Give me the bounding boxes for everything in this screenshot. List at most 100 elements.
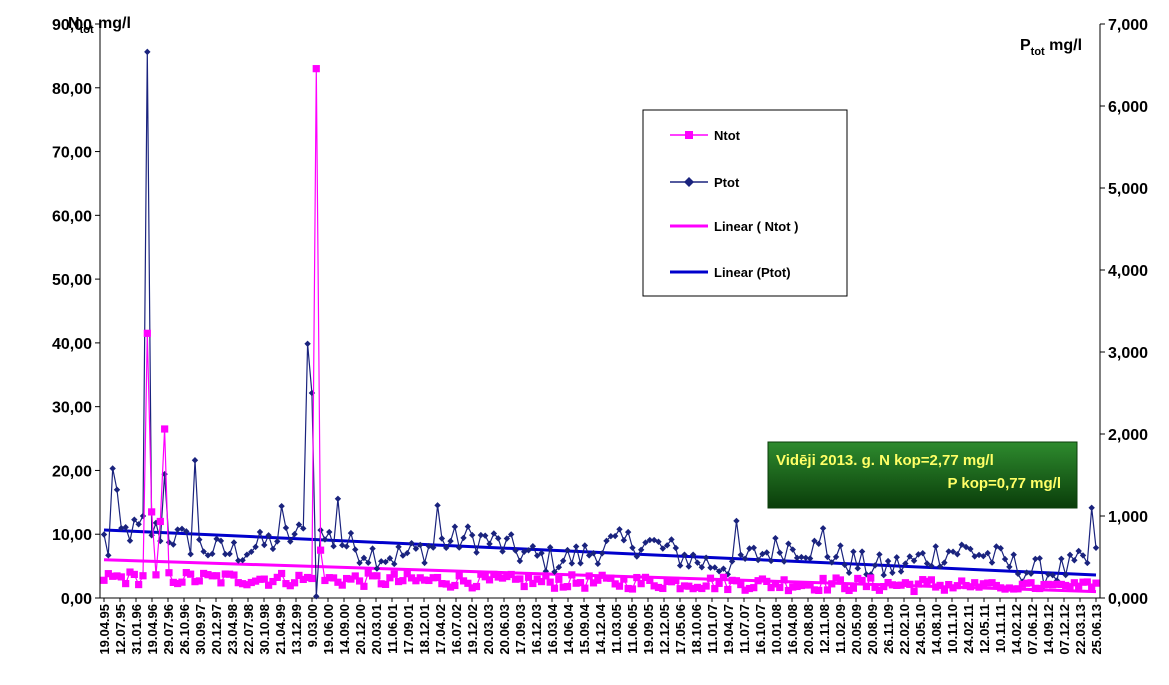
ntot-point xyxy=(156,517,164,526)
left-tick-label: 40,00 xyxy=(52,336,92,353)
ntot-point xyxy=(997,584,1005,592)
ptot-point xyxy=(451,523,459,530)
right-tick-label: 1,000 xyxy=(1108,509,1148,526)
ptot-point xyxy=(347,529,355,537)
ptot-point xyxy=(737,551,744,559)
ntot-point xyxy=(481,573,489,581)
ntot-point xyxy=(672,576,680,585)
x-tick-label: 20.08.08 xyxy=(801,604,816,655)
ntot-point xyxy=(949,584,957,592)
left-tick-label: 90,00 xyxy=(52,17,92,34)
ntot-point xyxy=(472,582,481,591)
right-axis-ticks: 0,000 1,000 2,000 3,000 4,000 5,000 6,000 7,000 xyxy=(1100,17,1148,608)
ptot-point xyxy=(187,550,194,558)
ptot-point xyxy=(139,512,147,520)
ntot-point xyxy=(1001,585,1009,593)
x-axis-ticks: 19.04.95 12.07.95 31.01.96 19.04.96 29.07.96… xyxy=(97,598,1104,655)
ntot-line xyxy=(103,68,1097,593)
ptot-point xyxy=(759,550,766,558)
ntot-point xyxy=(122,580,130,588)
ntot-point xyxy=(455,572,463,580)
ntot-point xyxy=(260,575,268,583)
left-axis-title: Ntot mg/l xyxy=(68,15,131,36)
ntot-point xyxy=(979,580,987,588)
ntot-point xyxy=(113,572,121,580)
ptot-point xyxy=(230,539,238,546)
ptot-point xyxy=(789,546,796,553)
ptot-point xyxy=(144,48,151,56)
right-axis-title: Ptot mg/l xyxy=(1020,37,1082,58)
ptot-point xyxy=(685,563,693,570)
ptot-point xyxy=(382,558,389,566)
ntot-point xyxy=(399,577,407,585)
ptot-point xyxy=(824,553,831,561)
ntot-point xyxy=(958,577,966,585)
ptot-point xyxy=(321,536,329,543)
ntot-point xyxy=(412,577,420,585)
ptot-point xyxy=(906,553,913,560)
ntot-point xyxy=(226,570,234,578)
ptot-point xyxy=(876,551,883,558)
ptot-point xyxy=(287,538,294,545)
ntot-point xyxy=(763,577,771,585)
ntot-point xyxy=(1031,584,1039,592)
ptot-point xyxy=(421,559,428,567)
x-tick-label: 20.08.09 xyxy=(865,604,880,655)
ptot-point xyxy=(404,549,411,557)
x-tick-label: 30.10.98 xyxy=(257,604,272,655)
ntot-point xyxy=(165,569,173,577)
ptot-point xyxy=(620,537,628,544)
ntot-point xyxy=(654,583,663,592)
ptot-point xyxy=(980,552,987,560)
ptot-point xyxy=(663,542,671,549)
ptot-point xyxy=(248,548,255,556)
ptot-point xyxy=(1053,577,1061,584)
ptot-point xyxy=(841,561,848,569)
ptot-point xyxy=(308,389,316,397)
ptot-point xyxy=(997,545,1004,552)
ptot-point xyxy=(395,543,402,551)
ptot-point xyxy=(806,555,814,562)
ptot-point xyxy=(984,549,991,557)
ntot-point xyxy=(1036,584,1044,593)
ntot-point xyxy=(615,582,624,590)
left-axis-ticks: 0,00 10,00 20,00 30,00 40,00 50,00 60,00 70,00 8… xyxy=(52,17,100,608)
legend-label: Ntot xyxy=(714,128,741,143)
ptot-point xyxy=(871,562,879,569)
ptot-point xyxy=(676,562,684,569)
ntot-point xyxy=(823,586,832,594)
ptot-point xyxy=(828,559,835,566)
ptot-point xyxy=(1066,551,1074,559)
ptot-point xyxy=(443,544,450,552)
ptot-point xyxy=(438,535,446,542)
ptot-point xyxy=(1062,571,1069,579)
ntot-point xyxy=(373,572,381,580)
ntot-point xyxy=(732,577,741,585)
x-tick-label: 11.06.05 xyxy=(625,604,640,654)
ntot-point xyxy=(468,584,476,592)
ntot-point xyxy=(919,576,927,584)
x-tick-label: 22.03.13 xyxy=(1073,604,1088,655)
ntot-point xyxy=(213,572,221,580)
ntot-point xyxy=(741,586,749,594)
ntot-point xyxy=(325,574,333,582)
ntot-point xyxy=(875,586,884,594)
ptot-point xyxy=(499,548,506,555)
ptot-point xyxy=(988,559,996,566)
left-tick-label: 10,00 xyxy=(52,527,92,544)
ntot-point xyxy=(1057,580,1065,589)
legend-box xyxy=(642,109,848,297)
ptot-point xyxy=(815,540,822,547)
ntot-point xyxy=(706,574,715,582)
ntot-point xyxy=(451,581,459,590)
ntot-point xyxy=(459,577,468,585)
ptot-point xyxy=(126,537,134,544)
x-tick-label: 22.02.10 xyxy=(897,604,912,655)
x-tick-label: 11.07.07 xyxy=(737,604,752,654)
ptot-point xyxy=(1075,547,1082,555)
ptot-point xyxy=(793,554,801,562)
ntot-point xyxy=(780,576,788,584)
ptot-point xyxy=(954,551,961,558)
ptot-point xyxy=(711,564,718,571)
x-tick-label: 21.04.99 xyxy=(273,604,288,655)
